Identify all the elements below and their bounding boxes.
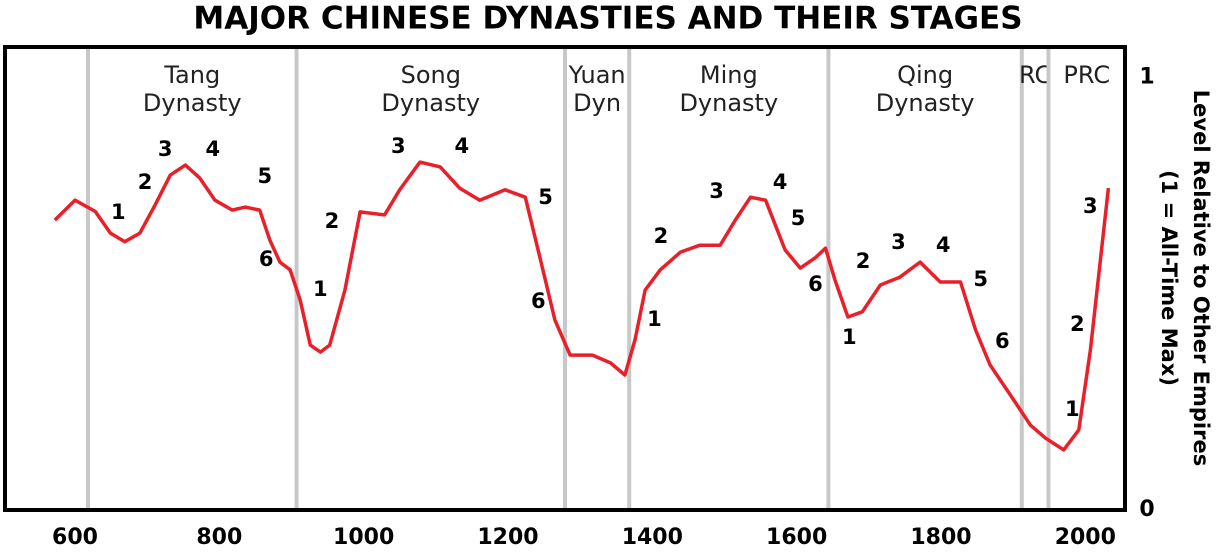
dynasty-label: Song — [401, 61, 461, 89]
dynasty-label: Dyn — [573, 89, 621, 117]
stage-label: 5 — [538, 185, 553, 209]
stage-label: 4 — [773, 170, 788, 194]
stage-label: 6 — [808, 272, 823, 296]
chart-title: MAJOR CHINESE DYNASTIES AND THEIR STAGES — [193, 1, 1022, 37]
stage-label: 3 — [709, 179, 724, 203]
stage-label: 6 — [531, 289, 546, 313]
dynasty-label: Dynasty — [381, 89, 480, 117]
stage-label: 2 — [1070, 312, 1085, 336]
stage-label: 2 — [325, 209, 340, 233]
stage-label: 1 — [1065, 397, 1080, 421]
stage-label: 5 — [257, 164, 272, 188]
dynasty-label: Ming — [700, 61, 758, 89]
dynasty-label: RC — [1019, 61, 1051, 89]
data-line — [53, 160, 1111, 452]
stage-label: 1 — [647, 307, 662, 331]
x-tick-label: 1200 — [477, 525, 538, 550]
stage-label: 5 — [973, 267, 988, 291]
stage-label: 3 — [1083, 194, 1098, 218]
x-tick-label: 1000 — [333, 525, 394, 550]
dynasty-label: Tang — [163, 61, 220, 89]
x-tick-label: 1400 — [622, 525, 683, 550]
dynasty-label: Dynasty — [143, 89, 242, 117]
dynasty-label: PRC — [1063, 61, 1110, 89]
y-axis-label: (1 = All-Time Max) — [1157, 170, 1181, 386]
x-tick-label: 1600 — [766, 525, 827, 550]
stage-label: 1 — [111, 200, 126, 224]
x-tick-label: 2000 — [1055, 525, 1116, 550]
stage-label: 5 — [791, 206, 806, 230]
stage-label: 4 — [936, 233, 951, 257]
stage-label: 2 — [138, 170, 153, 194]
stage-label: 4 — [454, 134, 469, 158]
dynasty-label: Qing — [897, 61, 953, 89]
stage-label: 2 — [856, 249, 871, 273]
dynasty-label: Yuan — [568, 61, 626, 89]
stage-label: 1 — [842, 325, 857, 349]
stage-label: 6 — [259, 247, 274, 271]
x-tick-label: 800 — [196, 525, 242, 550]
stage-label: 3 — [891, 230, 906, 254]
x-tick-label: 1800 — [910, 525, 971, 550]
dynasty-label: Dynasty — [876, 89, 975, 117]
stage-label: 1 — [313, 277, 328, 301]
dynasty-label: Dynasty — [679, 89, 778, 117]
x-tick-label: 600 — [52, 525, 98, 550]
stage-label: 3 — [391, 134, 406, 158]
y-tick-label: 0 — [1139, 497, 1154, 522]
y-tick-label: 1 — [1139, 64, 1154, 89]
stage-label: 6 — [995, 329, 1010, 353]
y-axis-label: Level Relative to Other Empires — [1189, 90, 1213, 466]
stage-label: 2 — [654, 224, 669, 248]
stage-label: 4 — [206, 137, 221, 161]
plot-frame — [3, 45, 1127, 512]
stage-label: 3 — [158, 137, 173, 161]
